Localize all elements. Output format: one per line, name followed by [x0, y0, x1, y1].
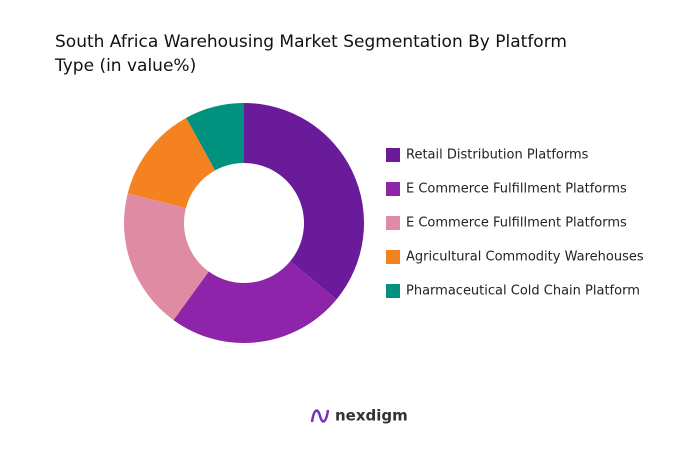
- legend-label: E Commerce Fulfillment Platforms: [406, 216, 627, 231]
- legend-swatch: [386, 216, 400, 230]
- legend-swatch: [386, 250, 400, 264]
- logo-icon: [310, 409, 330, 423]
- donut-slice: [124, 193, 209, 321]
- legend-swatch: [386, 182, 400, 196]
- legend-label: Agricultural Commodity Warehouses: [406, 250, 644, 265]
- chart-title: South Africa Warehousing Market Segmenta…: [55, 32, 567, 52]
- legend-label: E Commerce Fulfillment Platforms: [406, 182, 627, 197]
- donut-slice: [244, 103, 364, 300]
- legend-label: Pharmaceutical Cold Chain Platform: [406, 284, 640, 299]
- donut-slice: [173, 261, 337, 343]
- chart-title: Type (in value%): [54, 56, 196, 76]
- brand: nexdigm: [335, 407, 408, 425]
- legend-label: Retail Distribution Platforms: [406, 148, 589, 163]
- legend-swatch: [386, 284, 400, 298]
- logo: nexdigm: [310, 407, 408, 425]
- donut-slice: [127, 117, 216, 209]
- donut-slice: [186, 103, 244, 171]
- legend-swatch: [386, 148, 400, 162]
